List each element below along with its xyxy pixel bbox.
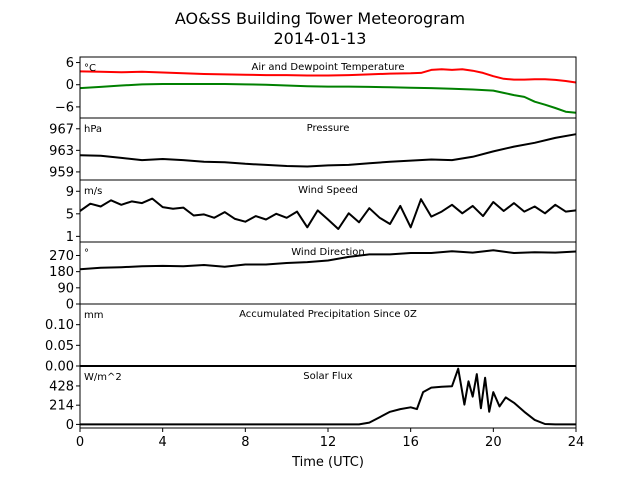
panel-title-solar: Solar Flux: [303, 371, 353, 382]
panel-pressure: 967 963 959 hPa Pressure: [49, 117, 577, 181]
xtick-label-3: 12: [320, 435, 337, 450]
series-solar-0: [80, 367, 576, 426]
unit-label-precip: mm: [84, 310, 103, 321]
ytick-label-temp-2: −6: [55, 100, 74, 115]
panel-title-precip: Accumulated Precipitation Since 0Z: [239, 309, 417, 320]
panel-title-temp: Air and Dewpoint Temperature: [252, 62, 405, 73]
series-temp-0: [79, 68, 577, 84]
ytick-label-wind_speed-0: 9: [66, 185, 74, 200]
ytick-label-temp-1: 0: [66, 78, 74, 93]
panel-title-wind_speed: Wind Speed: [298, 185, 358, 196]
ytick-label-wind_speed-2: 1: [66, 230, 74, 245]
ytick-label-precip-1: 0.05: [45, 339, 74, 354]
panel-wind_speed: 9 5 1 m/s Wind Speed: [66, 179, 577, 245]
ytick-label-pressure-2: 959: [49, 165, 74, 180]
chart-subtitle: 2014-01-13: [274, 29, 367, 48]
series-wind_speed-0: [79, 197, 577, 230]
ytick-label-pressure-0: 967: [49, 122, 74, 137]
x-axis: 0 4 8 12 16 20 24: [76, 428, 584, 450]
unit-label-wind_speed: m/s: [84, 186, 102, 197]
xtick-label-2: 8: [241, 435, 249, 450]
xtick-label-0: 0: [76, 435, 84, 450]
xtick-label-5: 20: [485, 435, 502, 450]
ytick-label-wind_direction-1: 180: [49, 265, 74, 280]
ytick-label-wind_speed-1: 5: [66, 207, 74, 222]
x-axis-label: Time (UTC): [291, 455, 364, 470]
unit-label-pressure: hPa: [84, 124, 102, 135]
ytick-label-precip-0: 0.10: [45, 318, 74, 333]
panel-precip: 0.10 0.05 0.00 mm Accumulated Precipitation …: [45, 303, 577, 375]
xtick-label-1: 4: [159, 435, 167, 450]
panel-solar: 428 214 0 W/m^2 Solar Flux: [49, 365, 577, 433]
panel-title-wind_direction: Wind Direction: [291, 247, 365, 258]
panel-temp: 6 0 −6 °C Air and Dewpoint Temperature: [55, 56, 577, 119]
ytick-label-temp-0: 6: [66, 56, 74, 71]
unit-label-temp: °C: [84, 63, 96, 74]
series-pressure-0: [79, 133, 577, 168]
series-temp-1: [79, 83, 577, 114]
ytick-label-pressure-1: 963: [49, 144, 74, 159]
xtick-label-6: 24: [568, 435, 585, 450]
ytick-label-wind_direction-2: 90: [57, 281, 74, 296]
xtick-label-4: 16: [402, 435, 419, 450]
unit-label-solar: W/m^2: [84, 372, 122, 383]
series-wind_direction-0: [79, 249, 577, 271]
unit-label-wind_direction: °: [84, 248, 89, 259]
ytick-label-precip-2: 0.00: [45, 360, 74, 375]
ytick-label-wind_direction-0: 270: [49, 249, 74, 264]
panel-title-pressure: Pressure: [307, 123, 350, 134]
chart-title: AO&SS Building Tower Meteorogram: [175, 9, 465, 28]
ytick-label-solar-2: 0: [66, 418, 74, 433]
panels-group: 6 0 −6 °C Air and Dewpoint Temperature 967 963…: [45, 56, 577, 433]
ytick-label-solar-1: 214: [49, 399, 74, 414]
ytick-label-wind_direction-3: 0: [66, 298, 74, 313]
ytick-label-solar-0: 428: [49, 379, 74, 394]
